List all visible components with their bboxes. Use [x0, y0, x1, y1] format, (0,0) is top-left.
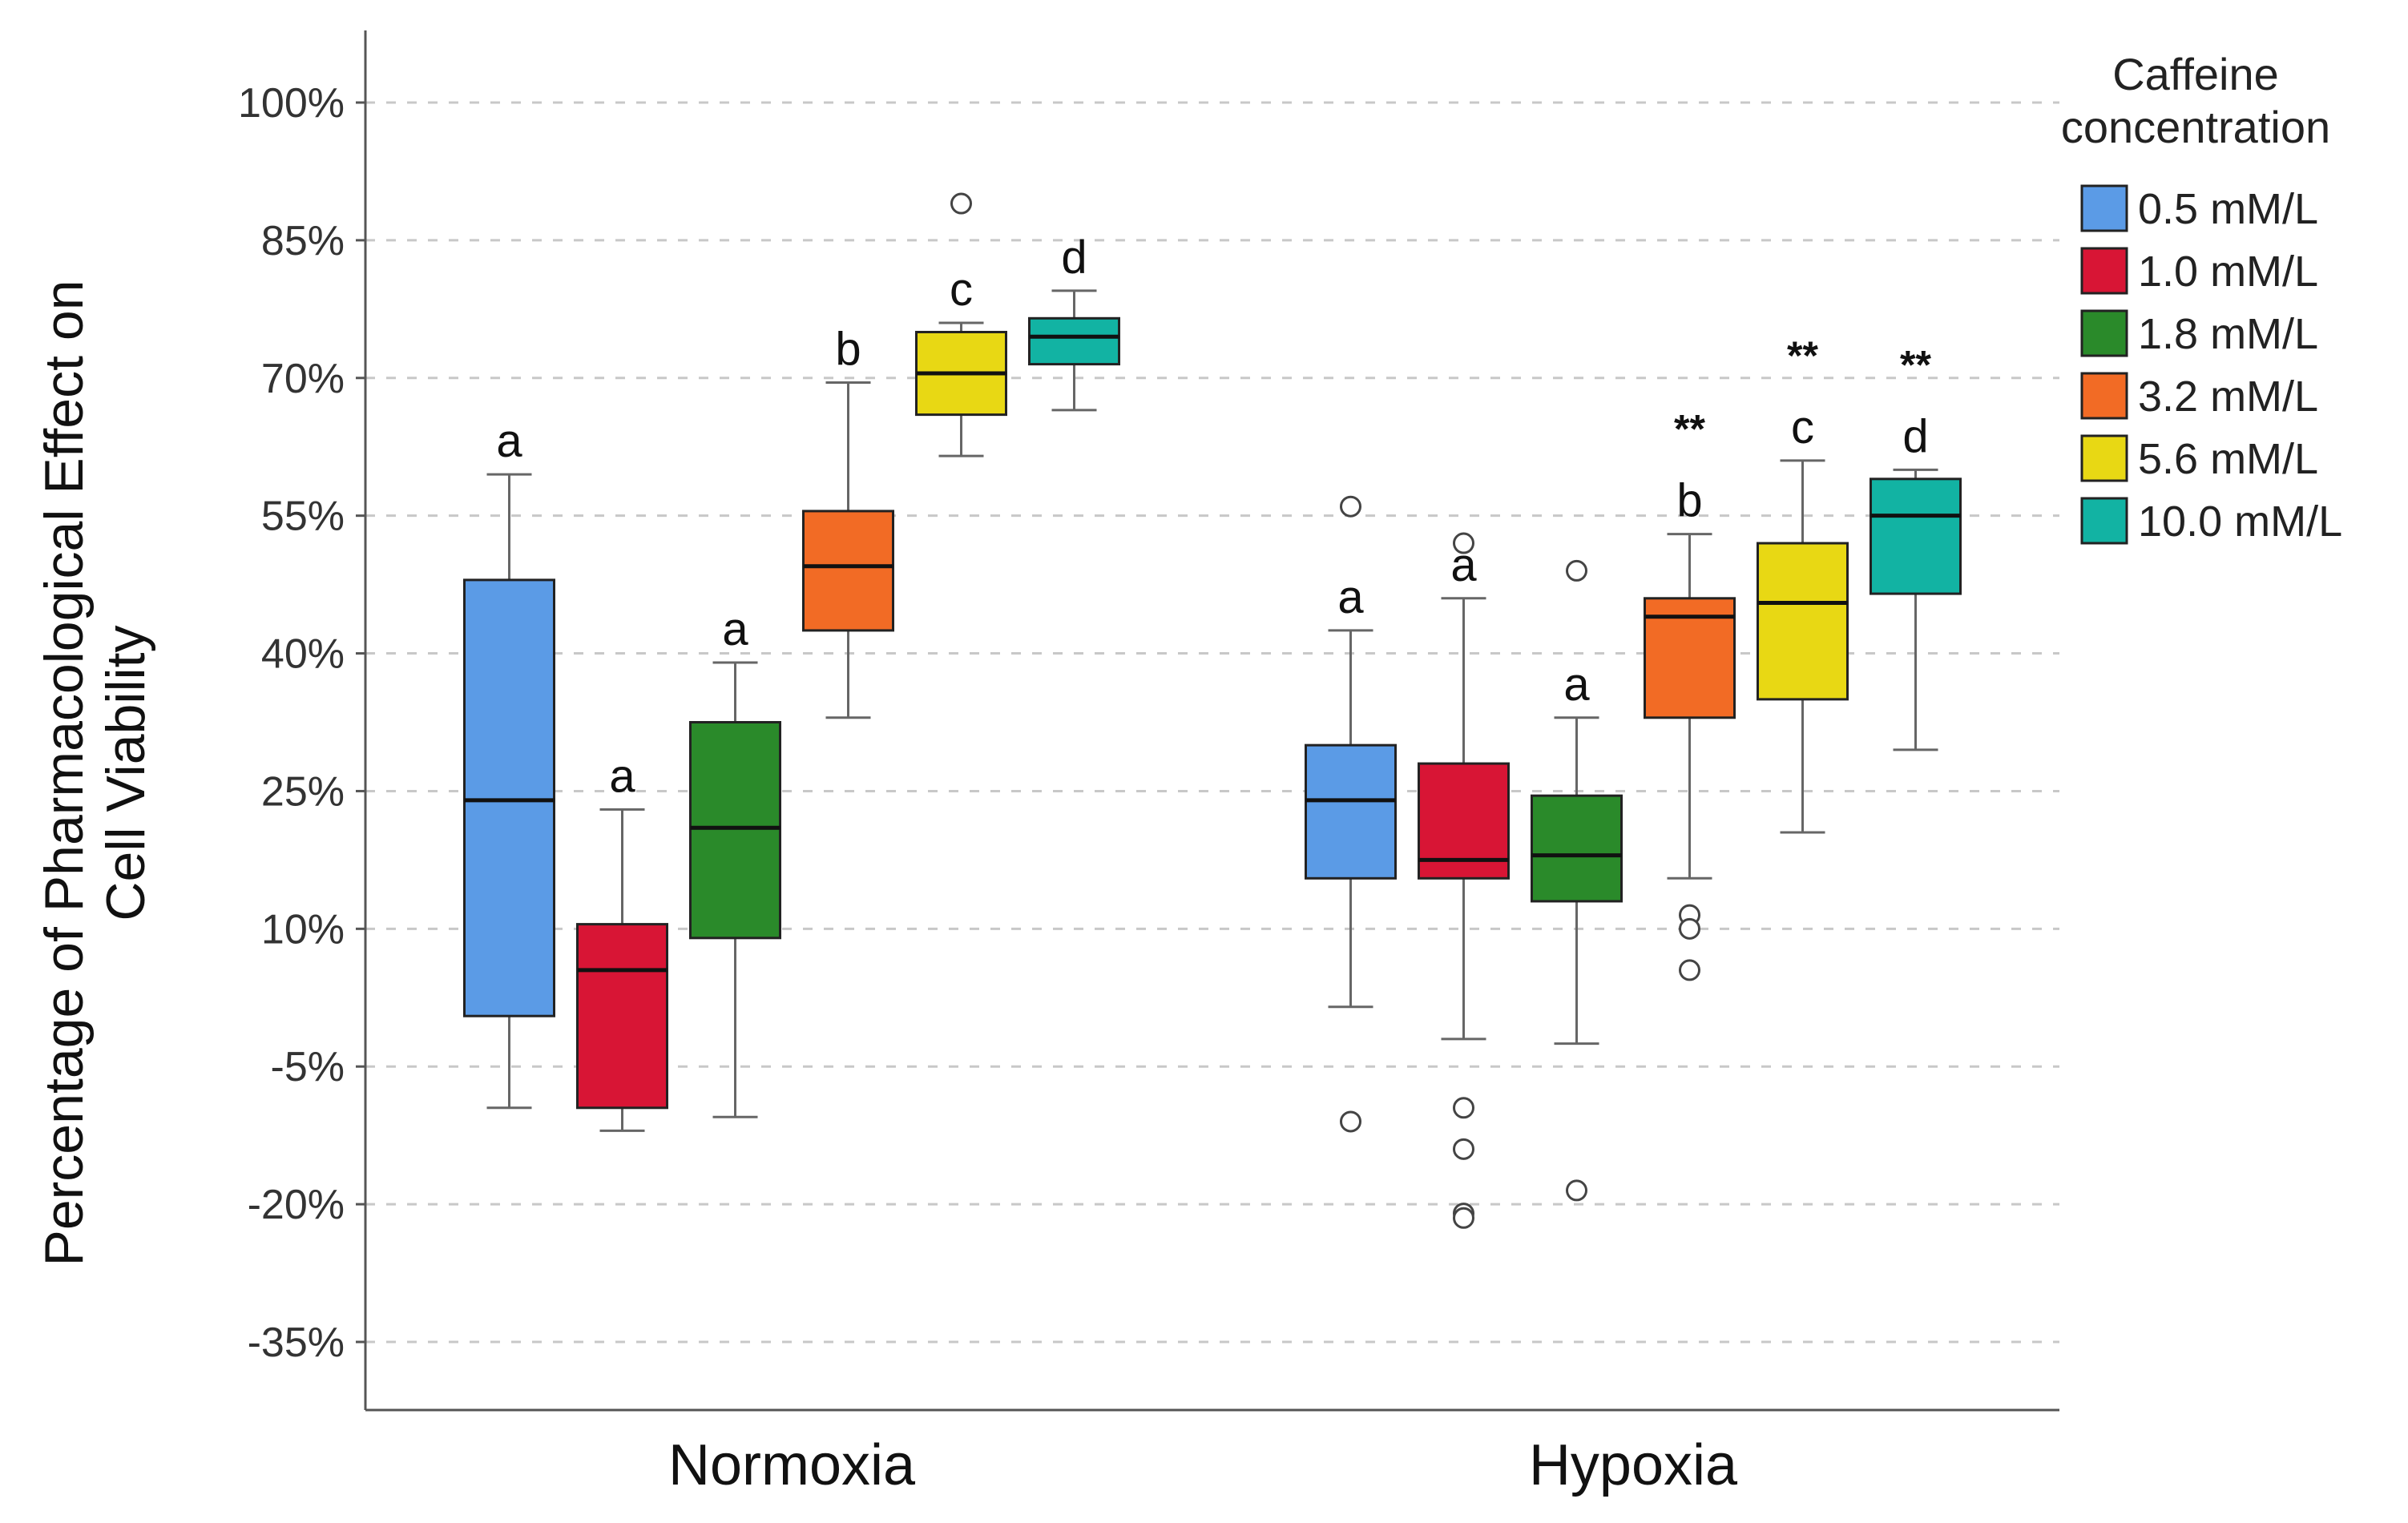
y-tick-label: 10%	[261, 906, 345, 953]
significance-letter: a	[496, 415, 522, 467]
outlier-point	[1679, 959, 1700, 981]
y-tick-label: 25%	[261, 768, 345, 815]
box-iqr	[1757, 542, 1849, 701]
box-hypoxia-series-3: a	[1531, 559, 1623, 1202]
outlier-point	[1453, 532, 1474, 554]
category-label-hypoxia: Hypoxia	[1529, 1433, 1738, 1497]
legend-swatch	[2080, 372, 2128, 420]
legend-swatch	[2080, 247, 2128, 295]
outlier-point	[1453, 1097, 1474, 1119]
significance-letter: a	[722, 603, 748, 655]
box-iqr	[1531, 794, 1623, 903]
legend-title-line-2: concentration	[2061, 102, 2330, 152]
y-tick-label: 85%	[261, 218, 345, 264]
box-normoxia-series-6: d	[1028, 232, 1120, 412]
y-tick-labels: 100% 85% 70% 55% 40% 25% 10% -5% -20% -35%	[238, 80, 345, 1366]
box-iqr	[802, 510, 894, 632]
axes	[364, 30, 2059, 1412]
y-tick-label: 55%	[261, 494, 345, 540]
outlier-point	[950, 192, 972, 215]
y-tick-label: -35%	[248, 1320, 345, 1366]
legend-label: 5.6 mM/L	[2138, 435, 2318, 483]
significance-letter: a	[609, 750, 635, 802]
category-label-normoxia: Normoxia	[668, 1433, 916, 1497]
outlier-point	[1453, 1207, 1474, 1229]
legend-label: 1.8 mM/L	[2138, 310, 2318, 358]
y-tick-label: 70%	[261, 356, 345, 402]
outlier-point	[1566, 1179, 1587, 1202]
y-axis-title-line-2: Cell Viability	[95, 625, 156, 921]
significance-letter: a	[1337, 571, 1364, 623]
gridlines	[356, 101, 2059, 1344]
box-iqr	[576, 923, 668, 1110]
significance-letter: c	[950, 264, 973, 316]
box-iqr	[1028, 316, 1120, 366]
box-iqr	[689, 721, 781, 940]
outlier-point	[1340, 1110, 1361, 1133]
significance-stars: **	[1787, 333, 1818, 378]
box-normoxia-series-2: a	[576, 750, 668, 1132]
significance-letter: a	[1563, 659, 1590, 711]
box-normoxia-series-5: c	[915, 192, 1007, 457]
significance-stars: **	[1900, 342, 1931, 387]
legend-item-1: 0.5 mM/L	[2080, 184, 2318, 233]
y-tick-label: 40%	[261, 631, 345, 678]
legend-label: 3.2 mM/L	[2138, 373, 2318, 421]
legend-label: 1.0 mM/L	[2138, 248, 2318, 296]
significance-letter: a	[1450, 539, 1477, 591]
outlier-point	[1453, 1138, 1474, 1160]
legend-swatch	[2080, 434, 2128, 482]
outlier-point	[1566, 559, 1587, 582]
legend-item-2: 1.0 mM/L	[2080, 247, 2318, 296]
box-hypoxia-series-6: d **	[1870, 342, 1962, 751]
significance-letter: b	[1676, 475, 1702, 527]
y-tick-label: 100%	[238, 80, 345, 127]
significance-letter: c	[1791, 401, 1814, 453]
legend-label: 0.5 mM/L	[2138, 185, 2318, 233]
legend-swatch	[2080, 309, 2128, 357]
legend-swatch	[2080, 497, 2128, 545]
legend-label: 10.0 mM/L	[2138, 498, 2342, 546]
legend: Caffeine concentration 0.5 mM/L 1.0 mM/L 1…	[2061, 49, 2342, 546]
legend-item-5: 5.6 mM/L	[2080, 434, 2318, 483]
y-axis-title-line-1: Percentage of Pharmacological Effect on	[34, 280, 95, 1266]
box-iqr	[463, 578, 555, 1017]
box-hypoxia-series-2: a	[1418, 532, 1510, 1229]
y-tick-label: -5%	[271, 1044, 345, 1090]
box-groups: a a a a a a b b ** c c ** d d **	[463, 192, 1962, 1229]
legend-item-6: 10.0 mM/L	[2080, 497, 2342, 546]
legend-item-4: 3.2 mM/L	[2080, 372, 2318, 421]
legend-item-3: 1.8 mM/L	[2080, 309, 2318, 358]
box-iqr	[1870, 477, 1962, 595]
legend-title-line-1: Caffeine	[2112, 49, 2279, 99]
box-normoxia-series-3: a	[689, 603, 781, 1118]
box-hypoxia-series-4: b **	[1644, 407, 1736, 981]
y-tick-label: -20%	[248, 1182, 345, 1228]
box-normoxia-series-1: a	[463, 415, 555, 1110]
outlier-point	[1340, 495, 1361, 518]
box-normoxia-series-4: b	[802, 324, 894, 719]
box-iqr	[1305, 743, 1397, 880]
significance-stars: **	[1674, 407, 1705, 452]
legend-swatch	[2080, 184, 2128, 232]
box-hypoxia-series-1: a	[1305, 495, 1397, 1133]
outlier-point	[1679, 917, 1700, 940]
box-hypoxia-series-5: c **	[1757, 333, 1849, 834]
significance-letter: d	[1902, 410, 1928, 462]
significance-letter: d	[1061, 232, 1087, 284]
significance-letter: b	[835, 324, 861, 376]
